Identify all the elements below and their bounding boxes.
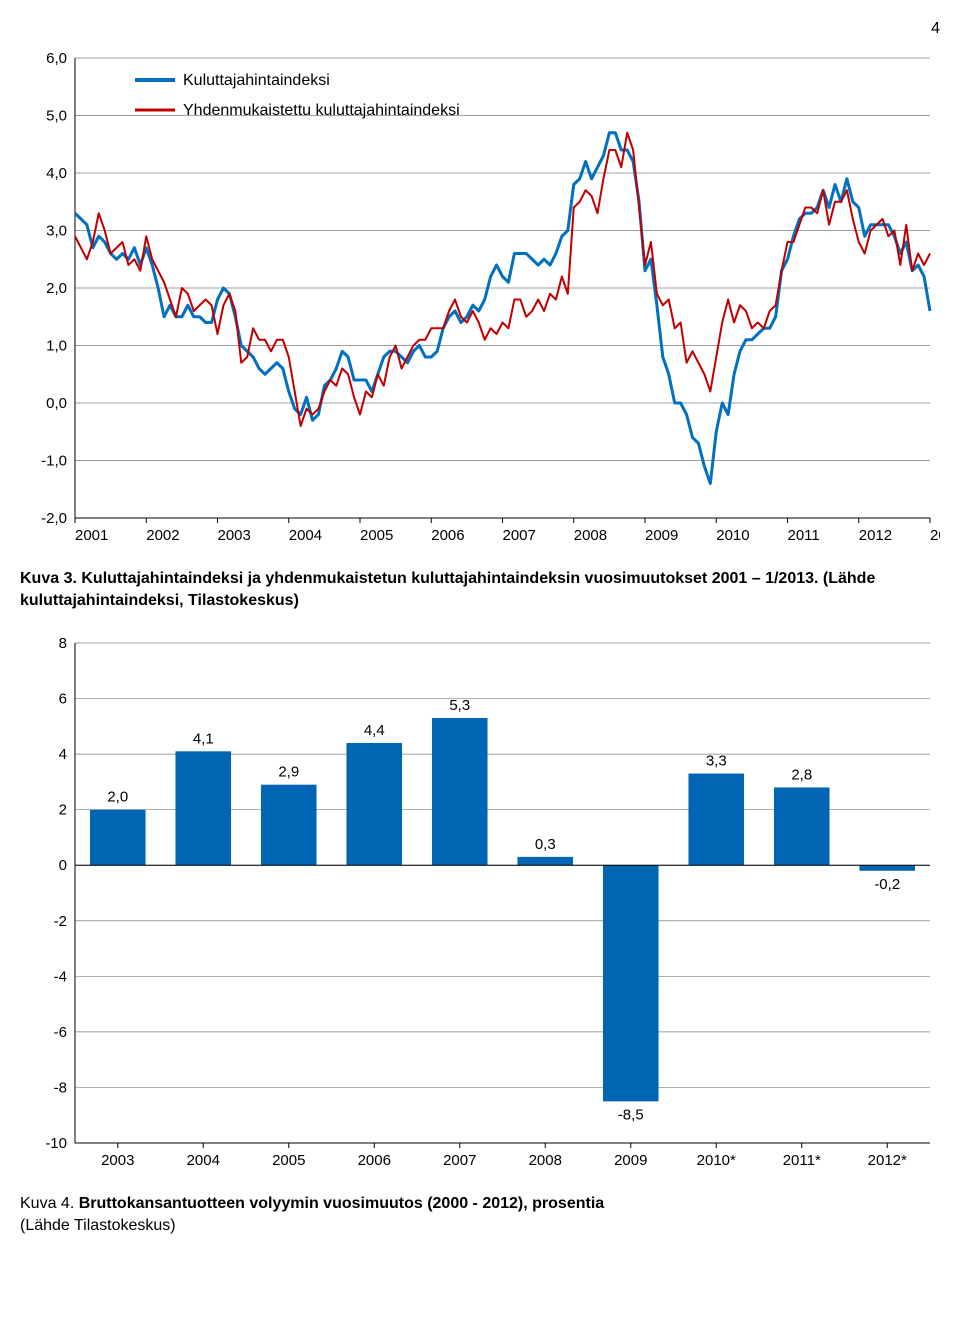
- svg-text:2008: 2008: [574, 527, 607, 544]
- svg-text:-1,0: -1,0: [41, 453, 67, 470]
- svg-text:0,0: 0,0: [46, 395, 67, 412]
- svg-text:2010*: 2010*: [697, 1152, 736, 1169]
- svg-text:2010: 2010: [716, 527, 749, 544]
- svg-text:5,0: 5,0: [46, 108, 67, 125]
- svg-text:2,8: 2,8: [791, 766, 812, 783]
- svg-text:4: 4: [59, 746, 67, 763]
- svg-text:3,0: 3,0: [46, 223, 67, 240]
- svg-text:3,3: 3,3: [706, 752, 727, 769]
- svg-text:4,1: 4,1: [193, 730, 214, 747]
- svg-text:2007: 2007: [443, 1152, 476, 1169]
- svg-text:4,0: 4,0: [46, 165, 67, 182]
- svg-text:2011*: 2011*: [783, 1152, 821, 1169]
- svg-text:1,0: 1,0: [46, 338, 67, 355]
- svg-text:2008: 2008: [529, 1152, 562, 1169]
- svg-text:2005: 2005: [272, 1152, 305, 1169]
- svg-text:-4: -4: [54, 968, 67, 985]
- line-chart: -2,0 -1,0 0,0 1,0 2,0 3,0 4,0 5,0 6,0 2001 2002 200…: [20, 48, 940, 548]
- svg-text:2004: 2004: [289, 527, 322, 544]
- page-number: 4: [20, 20, 940, 38]
- svg-text:4,4: 4,4: [364, 722, 385, 739]
- svg-text:2002: 2002: [146, 527, 179, 544]
- svg-text:2,0: 2,0: [107, 788, 128, 805]
- svg-text:2005: 2005: [360, 527, 393, 544]
- svg-text:-0,2: -0,2: [874, 876, 900, 893]
- svg-text:2001: 2001: [75, 527, 108, 544]
- bar-chart: -10 -8 -6 -4 -2 0 2 4 6 8 2,0 2003 4,1 2004 2,9 2005 4,4…: [20, 633, 940, 1173]
- svg-text:2007: 2007: [503, 527, 536, 544]
- svg-text:2012: 2012: [859, 527, 892, 544]
- svg-text:2009: 2009: [614, 1152, 647, 1169]
- svg-text:2006: 2006: [431, 527, 464, 544]
- svg-text:6,0: 6,0: [46, 50, 67, 67]
- svg-text:2,9: 2,9: [278, 763, 299, 780]
- svg-text:0,3: 0,3: [535, 836, 556, 853]
- svg-text:2013: 2013: [930, 527, 940, 544]
- caption-kuva-4: Kuva 4. Bruttokansantuotteen volyymin vu…: [20, 1193, 940, 1238]
- svg-text:-6: -6: [54, 1024, 67, 1041]
- svg-text:2004: 2004: [187, 1152, 220, 1169]
- svg-text:2003: 2003: [218, 527, 251, 544]
- svg-text:-10: -10: [45, 1135, 67, 1152]
- svg-text:2009: 2009: [645, 527, 678, 544]
- svg-text:-8: -8: [54, 1079, 67, 1096]
- svg-text:2: 2: [59, 801, 67, 818]
- svg-text:Kuluttajahintaindeksi: Kuluttajahintaindeksi: [183, 72, 330, 89]
- svg-text:-2: -2: [54, 913, 67, 930]
- svg-text:5,3: 5,3: [449, 697, 470, 714]
- svg-text:8: 8: [59, 635, 67, 652]
- svg-text:-8,5: -8,5: [618, 1106, 644, 1123]
- svg-text:2012*: 2012*: [868, 1152, 907, 1169]
- caption-kuva-3: Kuva 3. Kuluttajahintaindeksi ja yhdenmu…: [20, 568, 940, 613]
- bar-chart-container: -10 -8 -6 -4 -2 0 2 4 6 8 2,0 2003 4,1 2004 2,9 2005 4,4…: [20, 633, 940, 1173]
- svg-text:2011: 2011: [788, 527, 820, 544]
- svg-text:0: 0: [59, 857, 67, 874]
- svg-text:6: 6: [59, 690, 67, 707]
- svg-text:2,0: 2,0: [46, 280, 67, 297]
- svg-text:Yhdenmukaistettu kuluttajahint: Yhdenmukaistettu kuluttajahintaindeksi: [183, 102, 460, 119]
- line-chart-container: -2,0 -1,0 0,0 1,0 2,0 3,0 4,0 5,0 6,0 2001 2002 200…: [20, 48, 940, 548]
- svg-text:2003: 2003: [101, 1152, 134, 1169]
- svg-text:-2,0: -2,0: [41, 510, 67, 527]
- svg-text:2006: 2006: [358, 1152, 391, 1169]
